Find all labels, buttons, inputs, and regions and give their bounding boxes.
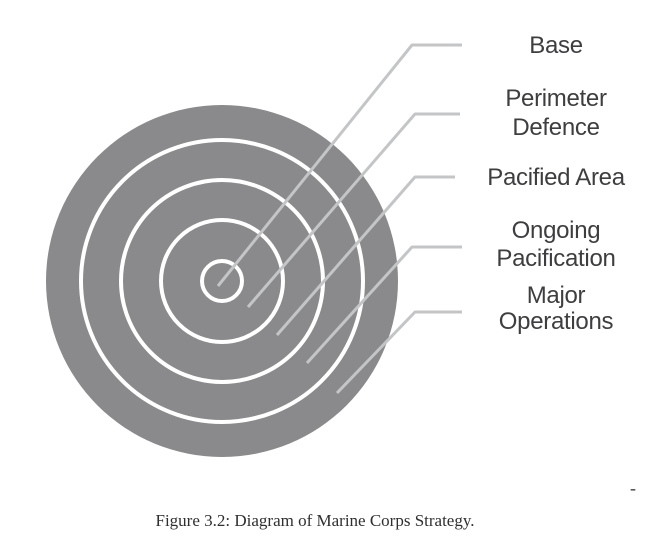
zone-rings xyxy=(79,138,365,424)
leader-line-base xyxy=(216,43,462,287)
zone-ring-4 xyxy=(79,138,365,424)
leader-line-ongoing-pacification xyxy=(305,245,462,365)
zone-labels: Base Perimeter Defence Pacified Area Ong… xyxy=(487,32,626,335)
leader-line-pacified-area xyxy=(275,175,455,336)
zone-label-operations: Operations xyxy=(499,308,614,335)
zone-label-defence: Defence xyxy=(512,114,599,141)
zone-ring-2 xyxy=(159,218,285,344)
zone-label-major: Major xyxy=(527,282,586,309)
zone-ring-1 xyxy=(200,259,244,303)
leader-line-perimeter-defence xyxy=(246,112,460,308)
zone-label-ongoing: Ongoing xyxy=(512,217,601,244)
zone-label-pacified-area: Pacified Area xyxy=(487,164,625,191)
zone-label-base: Base xyxy=(529,32,583,59)
leader-line-major-operations xyxy=(335,310,462,395)
leader-lines xyxy=(216,43,462,395)
zone-label-perimeter: Perimeter xyxy=(505,85,607,112)
stray-dash: - xyxy=(630,478,636,498)
zone-label-pacification: Pacification xyxy=(496,245,615,272)
figure-caption: Figure 3.2: Diagram of Marine Corps Stra… xyxy=(155,511,475,530)
